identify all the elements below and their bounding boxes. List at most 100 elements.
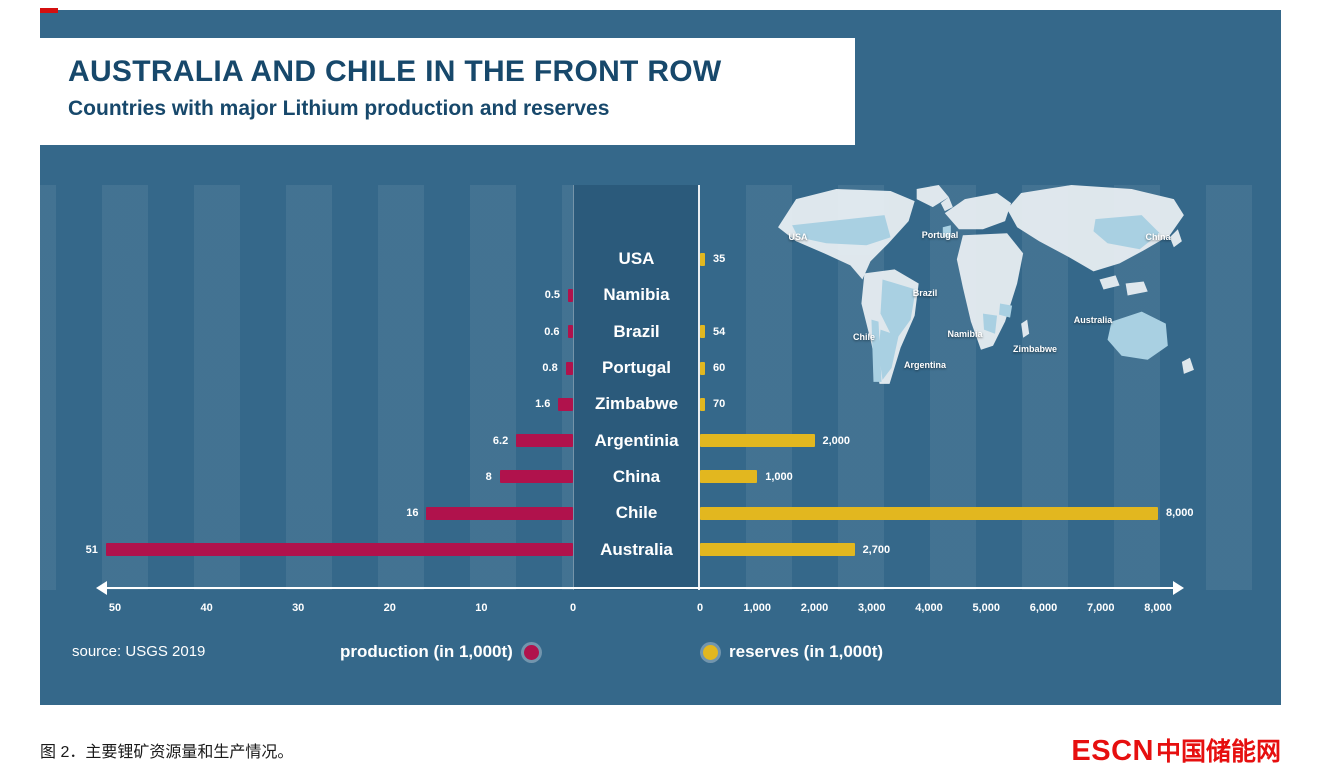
figure-caption: 图 2．主要锂矿资源量和生产情况。 [40, 744, 294, 761]
axis-tick-right: 1,000 [743, 602, 772, 614]
chart-panel: AUSTRALIA AND CHILE IN THE FRONT ROW Cou… [40, 10, 1281, 705]
caption-row: 图 2．主要锂矿资源量和生产情况。 ESCN 中国储能网 [40, 732, 1281, 768]
reserves-bar [700, 543, 855, 557]
reserves-value-label: 54 [713, 325, 726, 338]
axis-tick-left: 10 [475, 602, 488, 614]
country-label-text: China [612, 466, 661, 486]
legend-production-dot-icon [523, 644, 539, 660]
chart-footer: source: USGS 2019 production (in 1,000t)… [40, 634, 1281, 670]
reserves-zone [700, 277, 1158, 313]
production-value-label: 51 [85, 543, 98, 556]
reserves-zone: 35 [700, 241, 1158, 277]
country-label-text: Namibia [603, 285, 670, 305]
production-value-label: 8 [485, 470, 492, 483]
production-bar [105, 543, 573, 557]
axis-tick-left: 0 [569, 602, 577, 614]
reserves-bar [700, 434, 815, 448]
reserves-zone: 2,700 [700, 531, 1158, 567]
map-highlight-argentina [878, 329, 899, 380]
reserves-bar [700, 252, 705, 266]
production-zone: 51 [86, 531, 573, 567]
map-label-australia: Australia [1073, 315, 1113, 325]
production-value-label: 1.6 [535, 398, 551, 411]
production-zone: 0.6 [115, 314, 573, 350]
map-greenland [916, 185, 949, 208]
production-zone: 8 [115, 459, 573, 495]
reserves-zone: 1,000 [700, 459, 1158, 495]
production-zone: 16 [115, 495, 573, 531]
map-se-asia-islands [1099, 275, 1148, 296]
production-bar [568, 288, 573, 302]
country-label: Namibia [573, 277, 700, 313]
map-japan [1169, 229, 1182, 248]
legend-production: production (in 1,000t) [340, 634, 539, 670]
reserves-zone: 54 [700, 314, 1158, 350]
escn-logo-latin: ESCN [1071, 735, 1154, 767]
axis-tick-right: 2,000 [800, 602, 829, 614]
reserves-zone: 60 [700, 350, 1158, 386]
country-label-text: Chile [615, 503, 658, 523]
map-label-usa: USA [788, 232, 808, 242]
country-label: Australia [573, 531, 700, 567]
production-zone: 6.2 [115, 422, 573, 458]
country-label: Argentinia [573, 422, 700, 458]
world-map: USA Portugal China Brazil Chile Namibia Zimbab… [768, 182, 1210, 400]
production-bar [558, 397, 573, 411]
country-label: Portugal [573, 350, 700, 386]
axis-tick-right: 3,000 [857, 602, 886, 614]
world-map-svg [778, 185, 1194, 384]
production-bar [516, 434, 573, 448]
axis-tick-left: 20 [383, 602, 396, 614]
chart-title: AUSTRALIA AND CHILE IN THE FRONT ROW [68, 55, 722, 88]
map-highlight-zimbabwe [999, 303, 1013, 318]
production-value-label: 6.2 [492, 434, 509, 447]
production-zone: 0.8 [115, 350, 573, 386]
map-uk [940, 197, 953, 212]
map-label-brazil: Brazil [912, 288, 938, 298]
reserves-value-label: 1,000 [765, 470, 793, 483]
reserves-bar [700, 361, 705, 375]
production-value-label: 0.6 [544, 325, 560, 338]
category-center-strip [573, 185, 700, 590]
production-zone [115, 241, 573, 277]
map-highlight-australia [1107, 311, 1168, 360]
country-label: China [573, 459, 700, 495]
legend-reserves: reserves (in 1,000t) [703, 634, 883, 670]
map-highlight-portugal [942, 225, 951, 238]
map-africa [956, 233, 1024, 350]
production-bar [565, 361, 573, 375]
chart-row: 16 Chile 8,000 [40, 495, 1281, 531]
red-accent-mark [40, 8, 58, 13]
axis-tick-right: 0 [696, 602, 704, 614]
chart-row: USA 35 [40, 241, 1281, 277]
map-europe [944, 193, 1012, 230]
reserves-zone: 2,000 [700, 422, 1158, 458]
axis-tick-right: 8,000 [1144, 602, 1172, 614]
reserves-zone: 70 [700, 386, 1158, 422]
axis-tick-right: 5,000 [972, 602, 1001, 614]
country-label-text: Portugal [602, 358, 671, 378]
chart-row: 8 China 1,000 [40, 459, 1281, 495]
chart-row: 1.6 Zimbabwe 70 [40, 386, 1281, 422]
reserves-value-label: 35 [713, 253, 726, 266]
chart-row: 6.2 Argentinia 2,000 [40, 422, 1281, 458]
chart-subtitle: Countries with major Lithium production … [68, 97, 610, 120]
legend-reserves-label: reserves (in 1,000t) [729, 642, 884, 661]
country-label-text: Australia [600, 539, 673, 559]
country-label-text: USA [618, 249, 655, 269]
country-label: Brazil [573, 314, 700, 350]
map-madagascar [1021, 319, 1030, 338]
legend-reserves-dot-icon [703, 644, 718, 660]
production-value-label: 0.8 [542, 362, 558, 375]
country-label: USA [573, 241, 700, 277]
reserves-bar [700, 397, 705, 411]
chart-rows: USA 35 0.5 Namibia 0.6 Brazil 54 0.8 Portugal 60 1… [40, 241, 1281, 568]
axis-line [106, 587, 1174, 589]
axis-tick-right: 7,000 [1086, 602, 1115, 614]
source-text: source: USGS 2019 [72, 643, 206, 660]
map-highlight-china [1093, 215, 1160, 250]
map-new-zealand [1181, 357, 1194, 374]
axis-arrow-left-icon [96, 581, 107, 595]
production-value-label: 16 [406, 507, 419, 520]
